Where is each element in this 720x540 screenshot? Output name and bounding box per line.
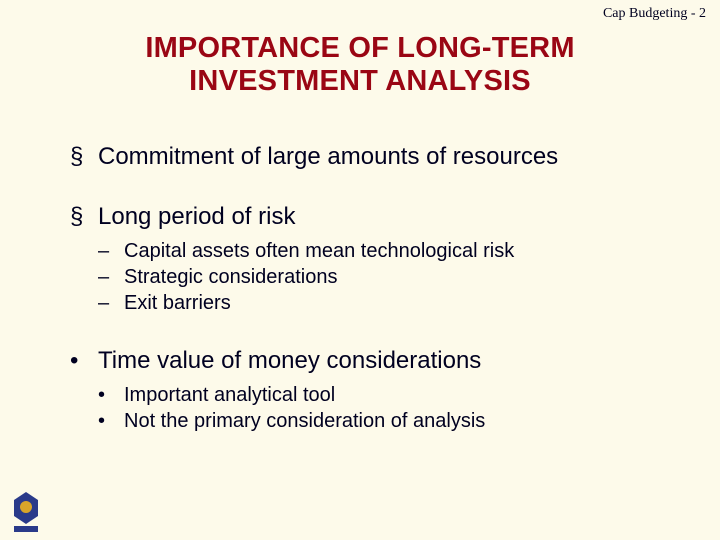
bullet-block-risk: § Long period of risk – Capital assets o… [70, 202, 670, 316]
sub-bullet: • Not the primary consideration of analy… [98, 408, 670, 434]
sub-text: Capital assets often mean technological … [124, 240, 514, 262]
sub-text: Exit barriers [124, 292, 231, 314]
sub-marker: – [98, 264, 109, 290]
bullet-text: Time value of money considerations [98, 347, 481, 374]
sub-marker: – [98, 238, 109, 264]
slide-body: § Commitment of large amounts of resourc… [70, 142, 670, 464]
sub-marker: – [98, 290, 109, 316]
slide-title: IMPORTANCE OF LONG-TERM INVESTMENT ANALY… [0, 32, 720, 99]
title-line-1: IMPORTANCE OF LONG-TERM [145, 32, 574, 64]
sub-text: Not the primary consideration of analysi… [124, 410, 485, 432]
title-line-2: INVESTMENT ANALYSIS [189, 65, 531, 97]
bullet-text: Long period of risk [98, 203, 295, 230]
bullet-block-tvm: • Time value of money considerations • I… [70, 346, 670, 434]
sub-bullet: • Important analytical tool [98, 382, 670, 408]
header-page-label: Cap Budgeting - 2 [603, 6, 706, 22]
bullet-marker: • [70, 346, 78, 376]
sub-marker: • [98, 408, 105, 434]
university-logo-icon [8, 490, 44, 534]
sub-text: Important analytical tool [124, 384, 335, 406]
sub-bullet: – Capital assets often mean technologica… [98, 238, 670, 264]
sub-bullet: – Strategic considerations [98, 264, 670, 290]
sub-bullet: – Exit barriers [98, 290, 670, 316]
bullet-commitment: § Commitment of large amounts of resourc… [70, 142, 670, 172]
sub-marker: • [98, 382, 105, 408]
bullet-marker: § [70, 202, 83, 232]
bullet-risk: § Long period of risk [70, 202, 670, 232]
bullet-text: Commitment of large amounts of resources [98, 143, 558, 170]
bullet-marker: § [70, 142, 83, 172]
sub-text: Strategic considerations [124, 266, 337, 288]
bullet-tvm: • Time value of money considerations [70, 346, 670, 376]
